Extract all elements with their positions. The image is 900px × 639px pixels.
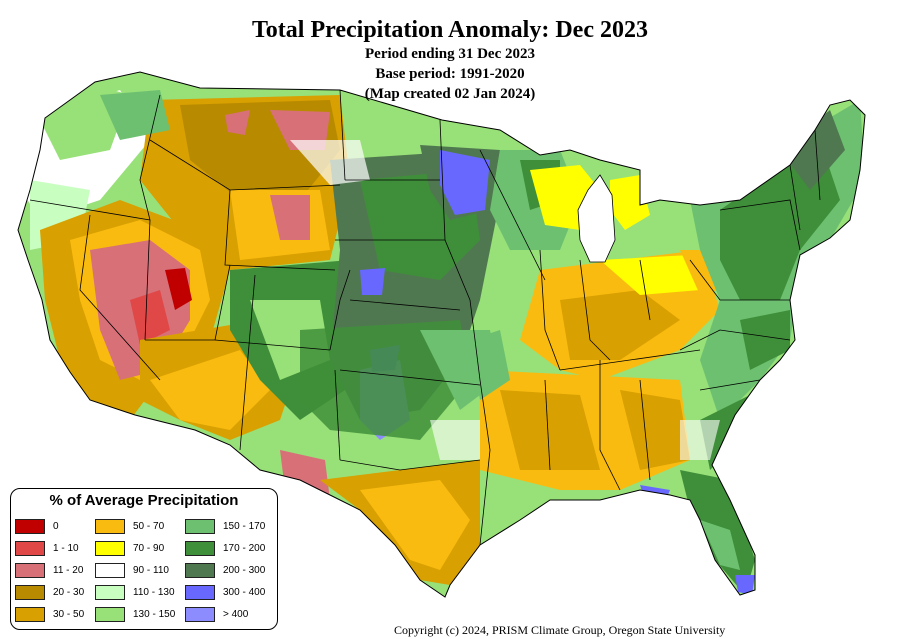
- legend-swatch: [95, 607, 125, 622]
- legend-label: 110 - 130: [133, 587, 175, 598]
- legend-label: 200 - 300: [223, 565, 266, 576]
- legend-label: 130 - 150: [133, 609, 176, 620]
- legend-swatch: [185, 519, 215, 534]
- state-boundaries: [17, 71, 866, 598]
- legend-swatch: [95, 563, 125, 578]
- legend-title: % of Average Precipitation: [49, 492, 239, 509]
- legend-swatch: [185, 563, 215, 578]
- legend-swatch: [185, 541, 215, 556]
- subtitle-created: (Map created 02 Jan 2024): [365, 86, 536, 102]
- legend-label: 70 - 90: [133, 543, 165, 554]
- legend-swatch: [185, 607, 215, 622]
- legend-label: 1 - 10: [53, 543, 79, 554]
- lake-michigan: [577, 174, 616, 263]
- legend-swatch: [185, 585, 215, 600]
- map-title: Total Precipitation Anomaly: Dec 2023: [252, 17, 648, 43]
- subtitle-base: Base period: 1991-2020: [375, 66, 524, 82]
- legend-label: 30 - 50: [53, 609, 85, 620]
- legend-swatch: [15, 607, 45, 622]
- legend-swatch: [15, 585, 45, 600]
- legend-swatch: [95, 585, 125, 600]
- legend-label: > 400: [223, 609, 249, 620]
- copyright: Copyright (c) 2024, PRISM Climate Group,…: [394, 623, 726, 637]
- legend-label: 170 - 200: [223, 543, 266, 554]
- legend-label: 150 - 170: [223, 521, 266, 532]
- legend-label: 11 - 20: [53, 565, 84, 576]
- legend-swatch: [15, 541, 45, 556]
- legend-swatch: [15, 563, 45, 578]
- legend-label: 20 - 30: [53, 587, 85, 598]
- legend-label: 50 - 70: [133, 521, 165, 532]
- legend-label: 90 - 110: [133, 565, 169, 576]
- legend-swatch: [15, 519, 45, 534]
- subtitle-period: Period ending 31 Dec 2023: [365, 46, 535, 62]
- legend-swatch: [95, 519, 125, 534]
- legend-label: 0: [53, 521, 59, 532]
- legend-label: 300 - 400: [223, 587, 266, 598]
- legend: % of Average Precipitation 0 1 - 10 11 - 2…: [10, 488, 278, 630]
- legend-swatch: [95, 541, 125, 556]
